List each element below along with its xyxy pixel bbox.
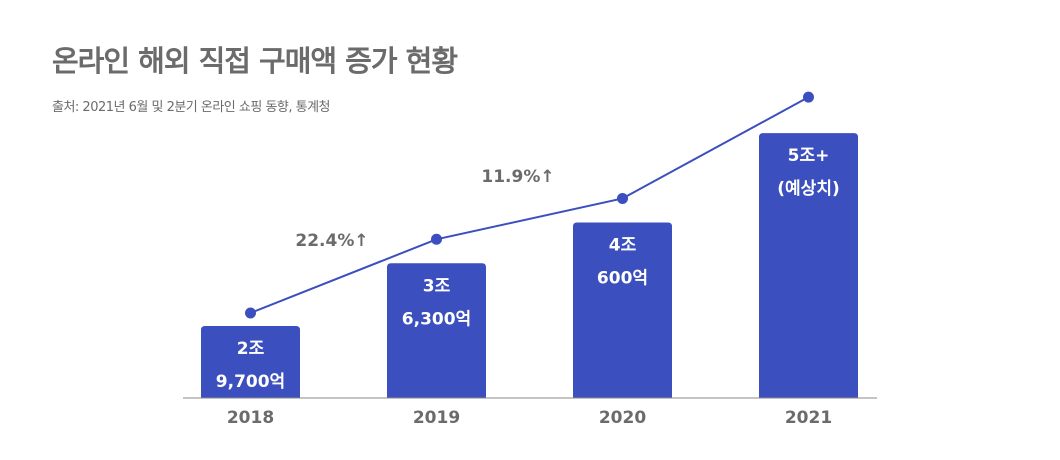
- page-title: 온라인 해외 직접 구매액 증가 현황: [52, 44, 458, 78]
- source-note: 출처: 2021년 6월 및 2분기 온라인 쇼핑 동향, 통계청: [52, 100, 331, 115]
- trend-point: [803, 91, 814, 103]
- trend-line: [250, 96, 809, 314]
- bar-label: 3조: [423, 276, 451, 296]
- bar-label: 5조+: [788, 146, 830, 166]
- bar-label: 2조: [237, 339, 265, 359]
- trend-point: [431, 233, 442, 245]
- x-tick-label: 2021: [785, 408, 832, 428]
- x-tick-label: 2019: [413, 408, 460, 428]
- bar-2019: [387, 263, 486, 398]
- x-tick-label: 2018: [227, 408, 274, 428]
- growth-label: 22.4%↑: [295, 231, 368, 251]
- bar-2018: [201, 325, 300, 398]
- bar-label: 600억: [597, 268, 648, 288]
- bar-2020: [573, 222, 672, 398]
- bar-2021: [759, 133, 858, 398]
- trend-point: [245, 307, 256, 319]
- trend-point: [617, 192, 628, 204]
- bar-label: 6,300억: [402, 309, 471, 329]
- bar-label: (예상치): [777, 179, 839, 199]
- bar-label: 4조: [609, 235, 637, 255]
- growth-label: 11.9%↑: [481, 167, 554, 187]
- bar-label: 9,700억: [216, 372, 285, 392]
- x-tick-label: 2020: [599, 408, 646, 428]
